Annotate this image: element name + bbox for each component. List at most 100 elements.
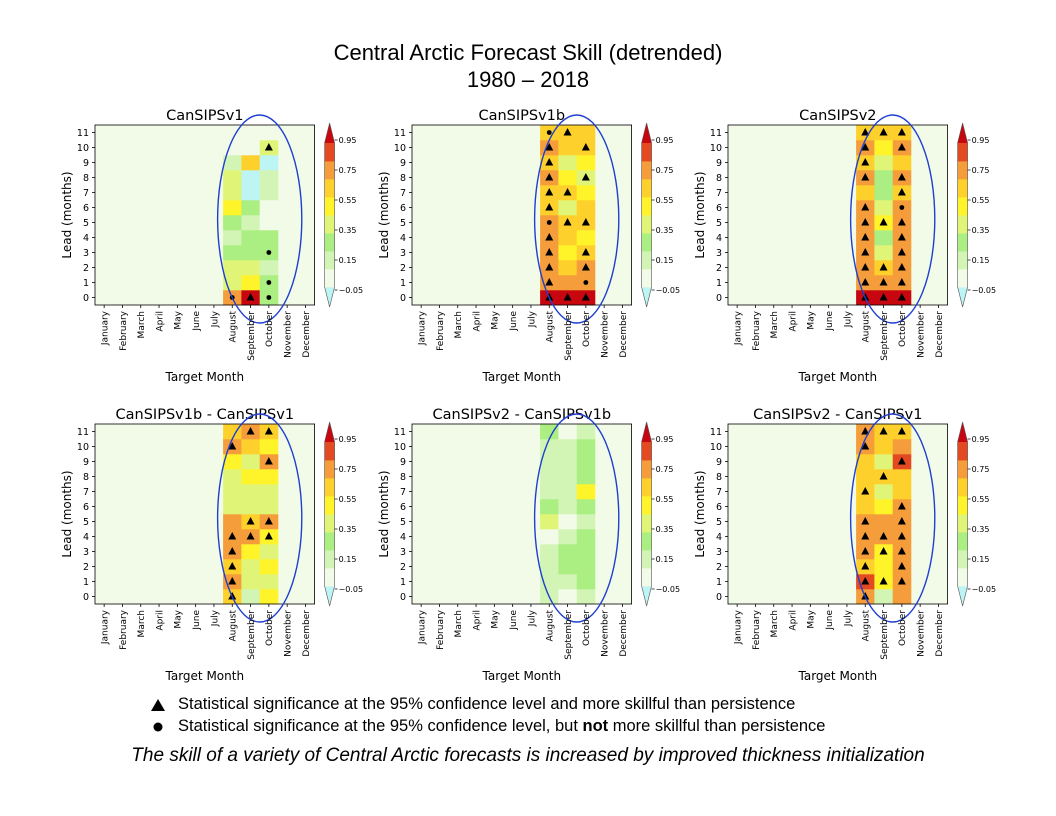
heatmap-cell: [892, 469, 912, 485]
heatmap-cell: [558, 574, 577, 590]
y-tick-label: 5: [83, 517, 89, 528]
x-tick-label: July: [843, 310, 853, 328]
colorbar-bin: [641, 215, 652, 234]
heatmap-cell: [223, 230, 242, 246]
colorbar-tick-label: 0.55: [656, 196, 674, 205]
heatmap-cell: [576, 469, 596, 485]
colorbar-extend-high: [324, 123, 335, 143]
significance-triangle-marker: [581, 263, 590, 271]
highlight-ellipse: [533, 413, 620, 623]
heatmap-cell: [540, 439, 559, 455]
significance-triangle-marker: [861, 577, 870, 585]
heatmap-cell: [540, 454, 559, 470]
colorbar-outline: [957, 122, 968, 308]
colorbar-bin: [324, 478, 335, 497]
x-tick-label: September: [247, 311, 257, 361]
heatmap-cell: [576, 589, 596, 605]
heatmap-cell: [558, 200, 577, 216]
colorbar-tick-label: 0.95: [339, 136, 357, 145]
x-tick-label: November: [600, 610, 610, 657]
significance-triangle-marker: [545, 173, 554, 181]
x-tick-label: September: [564, 610, 574, 660]
colorbar-tick-label: 0.75: [972, 166, 990, 175]
y-tick-label: 2: [716, 263, 722, 274]
heatmap-cell: [223, 514, 242, 530]
heatmap-cell: [558, 559, 577, 575]
significance-triangle-marker: [861, 143, 870, 151]
colorbar-tick-label: 0.35: [339, 525, 357, 534]
significance-dot-marker: [266, 295, 272, 300]
y-tick-label: 4: [716, 532, 722, 543]
x-tick-label: March: [454, 311, 464, 338]
x-tick-label: August: [229, 610, 239, 642]
heatmap-cell: [241, 469, 260, 485]
x-tick-label: April: [788, 311, 798, 332]
significance-triangle-marker: [879, 532, 888, 540]
colorbar-bin: [957, 161, 968, 180]
significance-triangle-marker: [897, 278, 906, 286]
y-tick-label: 3: [400, 547, 406, 558]
significance-triangle-marker: [861, 218, 870, 226]
colorbar-tick-label: 0.15: [339, 555, 357, 564]
y-tick-label: 11: [77, 427, 89, 438]
x-tick-label: April: [472, 311, 482, 332]
colorbar-extend-low: [324, 586, 335, 606]
y-tick-label: 7: [83, 487, 89, 498]
heatmap-cell: [241, 170, 260, 186]
x-tick-label: February: [436, 609, 446, 650]
x-tick-label: April: [155, 610, 165, 631]
significance-triangle-marker: [861, 517, 870, 525]
x-tick-label: January: [417, 310, 427, 346]
y-tick-label: 7: [83, 188, 89, 199]
heatmap-cell: [856, 499, 875, 515]
heatmap-cell: [576, 200, 596, 216]
colorbar-extend-low: [641, 586, 652, 606]
x-tick-label: October: [582, 610, 592, 646]
x-tick-label: February: [752, 609, 762, 650]
x-tick-label: October: [582, 311, 592, 347]
significance-triangle-marker: [545, 278, 554, 286]
y-tick-label: 2: [400, 263, 406, 274]
plot-background: [728, 125, 948, 305]
heatmap-cell: [223, 185, 242, 201]
y-tick-label: 8: [83, 472, 89, 483]
colorbar-tick-label: 0.35: [339, 226, 357, 235]
heatmap-cell: [892, 155, 912, 171]
heatmap-cell: [576, 559, 596, 575]
plot-frame: [727, 423, 949, 605]
y-axis-label: Lead (months): [693, 171, 707, 258]
x-tick-label: February: [119, 609, 129, 650]
heatmap-cell: [874, 155, 893, 171]
x-tick-label: April: [155, 311, 165, 332]
heatmap-cell: [856, 469, 875, 485]
colorbar-tick-label: 0.55: [972, 196, 990, 205]
significance-triangle-marker: [861, 442, 870, 450]
heatmap-cell: [241, 559, 260, 575]
colorbar-tick-label: 0.75: [339, 166, 357, 175]
colorbar-bin: [324, 460, 335, 479]
colorbar-bin: [641, 568, 652, 587]
colorbar-extend-high: [957, 123, 968, 143]
x-tick-label: May: [491, 609, 501, 628]
y-tick-label: 10: [77, 442, 89, 453]
significance-triangle-marker: [264, 143, 273, 151]
significance-triangle-marker: [246, 427, 255, 435]
x-tick-label: September: [564, 311, 574, 361]
heatmap-cell: [558, 170, 577, 186]
significance-triangle-marker: [879, 547, 888, 555]
x-tick-label: May: [807, 310, 817, 329]
y-tick-label: 6: [400, 502, 406, 513]
significance-triangle-marker: [897, 188, 906, 196]
significance-triangle-marker: [897, 427, 906, 435]
heatmap-cell: [259, 484, 279, 500]
x-tick-label: January: [733, 609, 743, 645]
figure-title-line1: Central Arctic Forecast Skill (detrended…: [333, 40, 723, 65]
y-tick-label: 3: [716, 248, 722, 259]
colorbar-bin: [957, 215, 968, 234]
colorbar-bin: [957, 143, 968, 162]
y-tick-label: 4: [716, 233, 722, 244]
x-tick-label: November: [916, 311, 926, 358]
y-tick-label: 5: [400, 218, 406, 229]
significance-triangle-marker: [228, 577, 237, 585]
colorbar-tick-label: 0.35: [972, 226, 990, 235]
